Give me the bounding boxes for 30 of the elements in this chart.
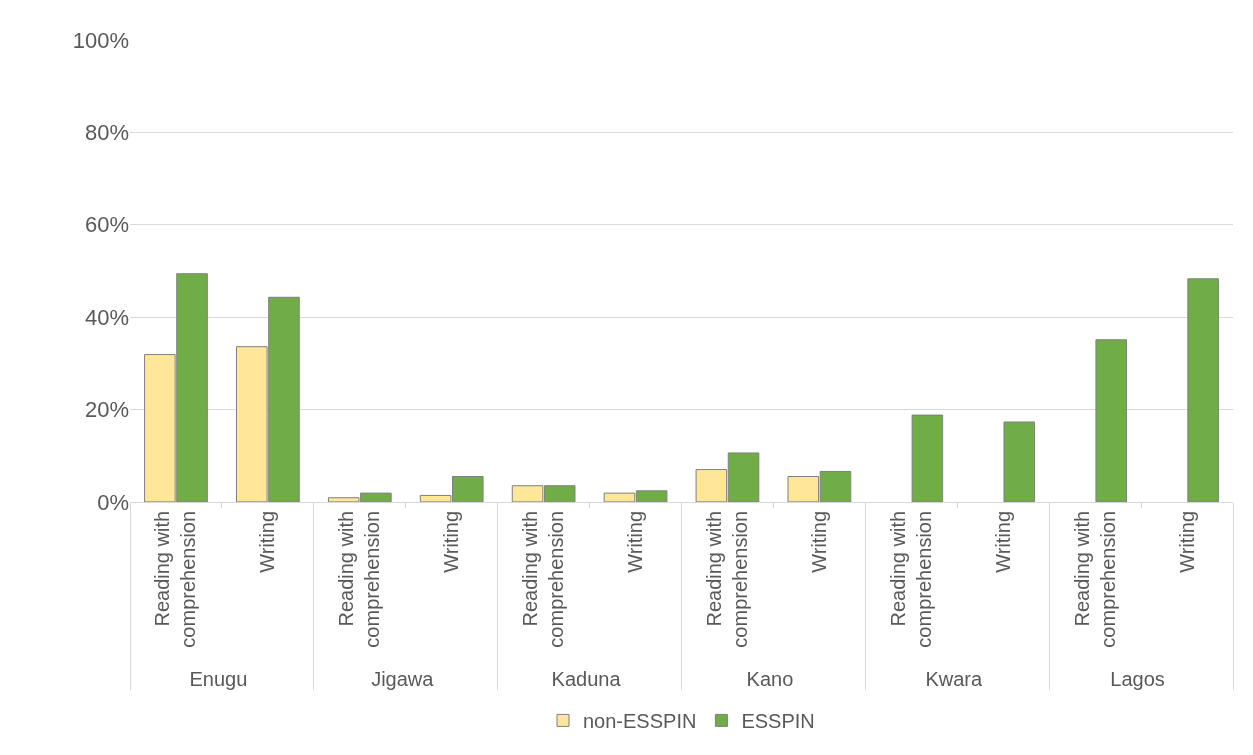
bar (1003, 421, 1036, 502)
x-tick-label: Reading with comprehension (151, 510, 200, 648)
y-tick-label: 60% (84, 212, 129, 238)
x-tick-label: Writing (991, 510, 1014, 573)
text: Kaduna (551, 667, 622, 690)
bar (911, 414, 944, 502)
legend-label: non-ESSPIN (583, 710, 697, 733)
text: Enugu (189, 667, 248, 690)
x-tick-label: Reading with comprehension (886, 510, 935, 648)
y-tick-label: 80% (84, 120, 129, 146)
x-tick-label: Writing (256, 510, 279, 573)
y-tick-label: 20% (84, 397, 129, 423)
x-tick-label: Reading with comprehension (335, 510, 384, 648)
y-tick-label: 100% (72, 27, 129, 53)
text: Kano (746, 667, 794, 690)
text: Kwara (925, 667, 983, 690)
legend-label: ESSPIN (741, 710, 815, 733)
y-tick-label: 40% (84, 304, 129, 330)
text: Jigawa (371, 667, 435, 690)
x-tick-label: Writing (624, 510, 647, 573)
x-tick-label: Reading with comprehension (1070, 510, 1119, 648)
bar (1095, 339, 1127, 502)
x-tick-label: Reading with comprehension (519, 510, 568, 648)
x-tick-label: Reading with comprehension (702, 510, 751, 648)
x-tick-label: Writing (1175, 510, 1198, 573)
x-tick-label: Writing (807, 510, 830, 573)
bar (1187, 278, 1219, 502)
text: Lagos (1110, 667, 1165, 690)
y-tick-label: 0% (97, 489, 129, 515)
x-tick-label: Writing (440, 510, 463, 573)
